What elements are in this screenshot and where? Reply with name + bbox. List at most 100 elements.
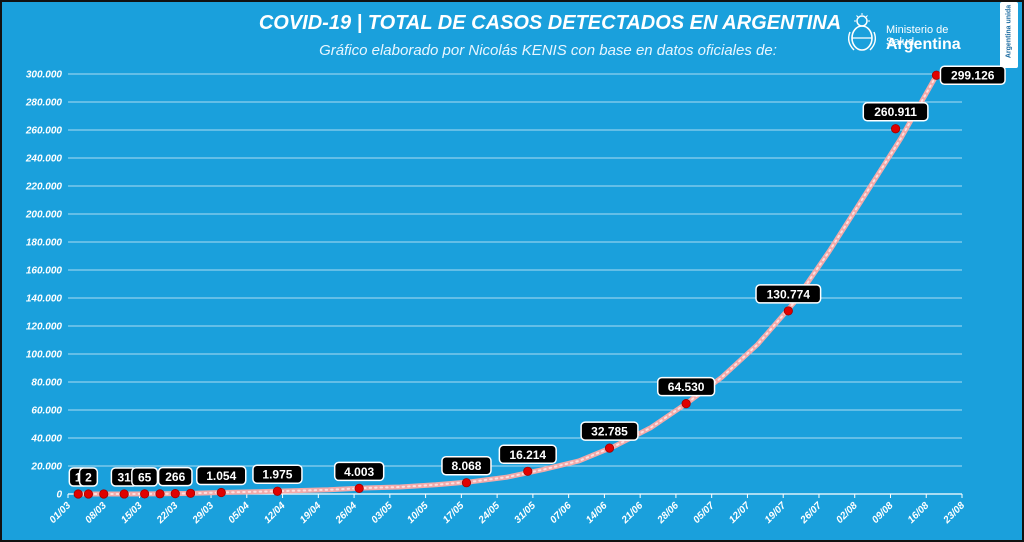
data-label: 4.003 (344, 465, 374, 479)
y-tick-label: 300.000 (26, 70, 63, 81)
x-tick-label: 05/07 (691, 500, 717, 526)
data-label-box (441, 455, 492, 476)
data-label: 64.530 (668, 380, 705, 394)
data-point-marker (216, 487, 226, 498)
data-point-marker (783, 306, 793, 316)
data-point-marker (83, 489, 94, 499)
x-tick-label: 21/06 (619, 500, 645, 526)
y-tick-label: 240.000 (25, 154, 63, 165)
data-label-box (78, 467, 99, 487)
data-label-box (252, 464, 303, 484)
x-tick-label: 02/08 (834, 500, 860, 526)
data-label-box (333, 461, 385, 482)
x-tick-label: 24/05 (476, 500, 502, 526)
data-label-box (755, 284, 822, 304)
data-point-marker (354, 483, 364, 493)
data-point-marker (73, 489, 83, 499)
data-label: 31 (118, 470, 132, 484)
data-point-marker (119, 489, 129, 499)
x-tick-label: 29/03 (190, 500, 216, 526)
data-label-box (939, 65, 1006, 85)
chart-subtitle: Gráfico elaborado por Nicolás KENIS con … (319, 42, 777, 59)
chart-title: COVID-19 | TOTAL DE CASOS DETECTADOS EN … (258, 12, 842, 34)
data-label-box (862, 101, 929, 122)
data-label-box (196, 465, 247, 486)
data-label-box (131, 467, 159, 487)
data-point-marker (681, 399, 691, 409)
data-point-marker (604, 443, 615, 453)
ministry-label: Ministerio de Salud (886, 24, 949, 48)
x-tick-label: 12/07 (727, 500, 753, 526)
data-labels: 1 2 31 65 266 1.054 1.975 4.003 8.068 16.214 32.78… (68, 65, 1006, 487)
coat-of-arms-icon (847, 13, 877, 51)
x-tick-label: 15/03 (119, 500, 145, 526)
data-point-marker (890, 124, 901, 134)
x-tick-label: 01/03 (48, 500, 74, 526)
data-point-marker (140, 489, 150, 499)
y-tick-label: 180.000 (26, 238, 63, 249)
data-point-marker (272, 486, 283, 496)
x-tick-label: 03/05 (369, 500, 395, 526)
argentina-unida-badge: Argentina unida (1000, 2, 1018, 68)
x-tick-label: 10/05 (405, 500, 431, 526)
y-tick-labels: 0 20.000 40.000 60.000 80.000 100.000 120.000 1… (25, 70, 63, 501)
data-point-marker (170, 489, 180, 499)
data-label-box (580, 421, 639, 441)
data-point-marker (99, 489, 109, 499)
data-point-marker (186, 488, 196, 498)
y-tick-label: 160.000 (26, 266, 63, 277)
data-label: 130.774 (767, 287, 811, 301)
x-tick-label: 16/08 (906, 500, 932, 526)
data-label-box (498, 444, 557, 465)
x-tick-label: 09/08 (870, 500, 896, 526)
x-tick-label: 19/04 (298, 500, 324, 526)
data-point-marker (155, 489, 165, 499)
ministry-logo: Ministerio de Salud Argentina (844, 12, 974, 58)
data-label: 1.975 (262, 468, 292, 482)
country-label: Argentina (886, 36, 961, 53)
data-points (73, 70, 942, 499)
data-label: 8.068 (451, 459, 481, 473)
data-label: 299.126 (951, 69, 995, 83)
y-tick-label: 40.000 (30, 434, 62, 445)
data-label: 32.785 (591, 425, 628, 439)
x-tick-labels: 01/03 08/03 15/03 22/03 29/03 05/04 12/04 19/04… (48, 500, 968, 526)
x-tick-label: 19/07 (763, 500, 789, 526)
y-tick-label: 260.000 (25, 126, 63, 137)
data-label: 65 (138, 470, 152, 484)
x-tick-label: 05/04 (226, 500, 252, 526)
data-label-box (157, 466, 193, 487)
data-point-marker (931, 70, 942, 80)
data-point-marker (461, 478, 472, 488)
data-label: 16.214 (509, 448, 546, 462)
y-tick-label: 20.000 (30, 462, 62, 473)
y-tick-label: 220.000 (25, 182, 63, 193)
y-tick-label: 0 (56, 490, 62, 501)
grid-lines (67, 73, 963, 498)
data-label: 1 (75, 470, 82, 484)
y-tick-label: 120.000 (26, 322, 63, 333)
y-tick-label: 60.000 (31, 406, 62, 417)
data-label-box (656, 376, 716, 397)
x-tick-label: 08/03 (83, 500, 109, 526)
y-tick-label: 140.000 (26, 294, 63, 305)
y-tick-label: 200.000 (25, 210, 63, 221)
x-tick-label: 12/04 (262, 500, 288, 526)
x-tick-label: 07/06 (548, 500, 574, 526)
x-tick-label: 14/06 (584, 500, 610, 526)
x-tick-label: 31/05 (513, 500, 539, 526)
y-tick-label: 100.000 (26, 350, 63, 361)
x-tick-label: 22/03 (154, 500, 180, 526)
x-tick-label: 26/04 (333, 500, 359, 526)
data-label: 266 (165, 470, 185, 484)
y-tick-label: 280.000 (25, 98, 63, 109)
data-label: 1.054 (206, 469, 236, 483)
x-tick-label: 17/05 (441, 500, 467, 526)
x-tick-label: 28/06 (655, 500, 681, 526)
y-tick-label: 80.000 (31, 378, 62, 389)
data-point-marker (523, 466, 533, 476)
x-tick-label: 26/07 (798, 500, 824, 526)
data-label: 2 (85, 470, 92, 484)
x-tick-label: 23/08 (941, 500, 967, 526)
